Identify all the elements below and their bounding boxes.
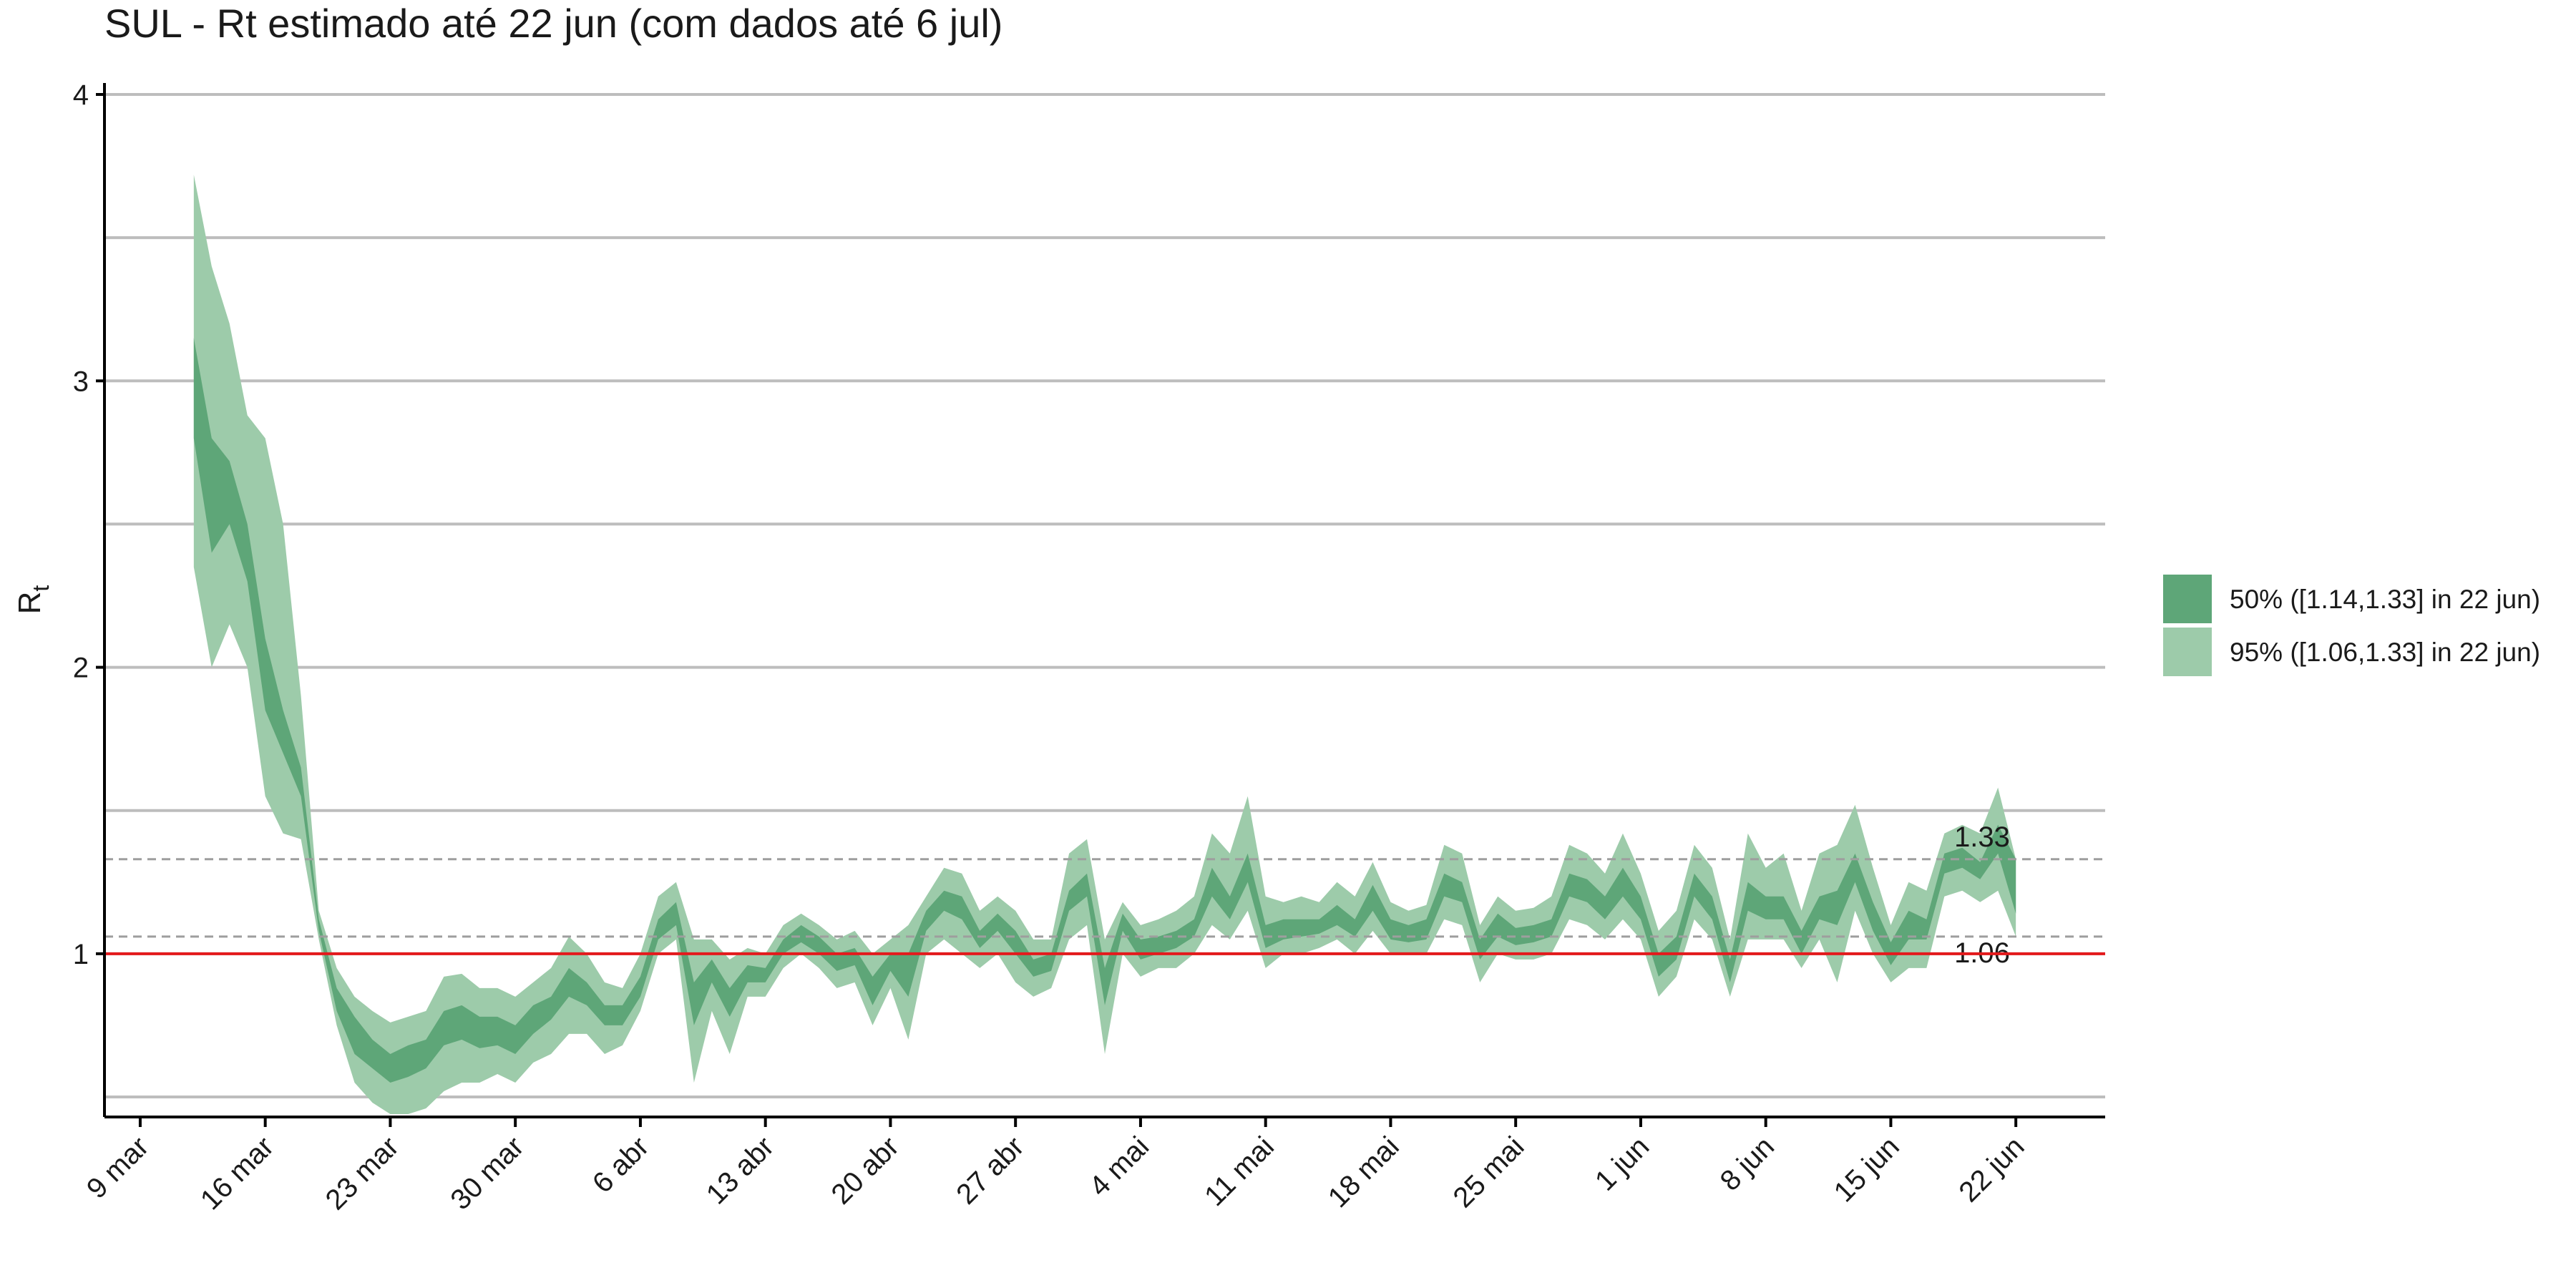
chart-title: SUL - Rt estimado até 22 jun (com dados …: [104, 1, 1002, 46]
x-tick-label: 27 abr: [950, 1131, 1030, 1210]
legend-label: 50% ([1.14,1.33] in 22 jun): [2230, 585, 2540, 614]
band-area: [193, 338, 2016, 1083]
legend-key: [2163, 628, 2212, 676]
x-tick-label: 8 jun: [1714, 1131, 1780, 1196]
dashed-line-label: 1.33: [1954, 821, 2010, 853]
x-tick-label: 4 mai: [1083, 1131, 1155, 1202]
y-axis-label-main: R: [12, 592, 47, 615]
x-tick-label: 25 mai: [1448, 1131, 1531, 1214]
y-tick-label: 4: [73, 79, 89, 111]
legend-key: [2163, 575, 2212, 623]
y-axis-label-sub: t: [28, 585, 54, 592]
x-tick-label: 13 abr: [701, 1131, 780, 1210]
y-tick-label: 3: [73, 366, 89, 397]
x-tick-label: 1 jun: [1589, 1131, 1655, 1196]
x-tick-label: 9 mar: [81, 1131, 155, 1204]
x-tick-label: 22 jun: [1953, 1131, 2030, 1208]
x-tick-label: 30 mar: [444, 1131, 530, 1216]
x-tick-label: 18 mai: [1322, 1131, 1405, 1214]
y-axis-label: Rt: [12, 585, 54, 615]
x-tick-label: 16 mar: [195, 1131, 280, 1216]
x-tick-label: 20 abr: [825, 1131, 904, 1210]
x-tick-label: 6 abr: [587, 1131, 655, 1199]
band-area: [193, 175, 2016, 1114]
y-tick-label: 2: [73, 653, 89, 684]
x-tick-label: 11 mai: [1199, 1131, 1280, 1212]
y-tick-label: 1: [73, 939, 89, 970]
legend-label: 95% ([1.06,1.33] in 22 jun): [2230, 638, 2540, 667]
x-tick-label: 23 mar: [320, 1131, 405, 1216]
x-tick-label: 15 jun: [1828, 1131, 1906, 1208]
